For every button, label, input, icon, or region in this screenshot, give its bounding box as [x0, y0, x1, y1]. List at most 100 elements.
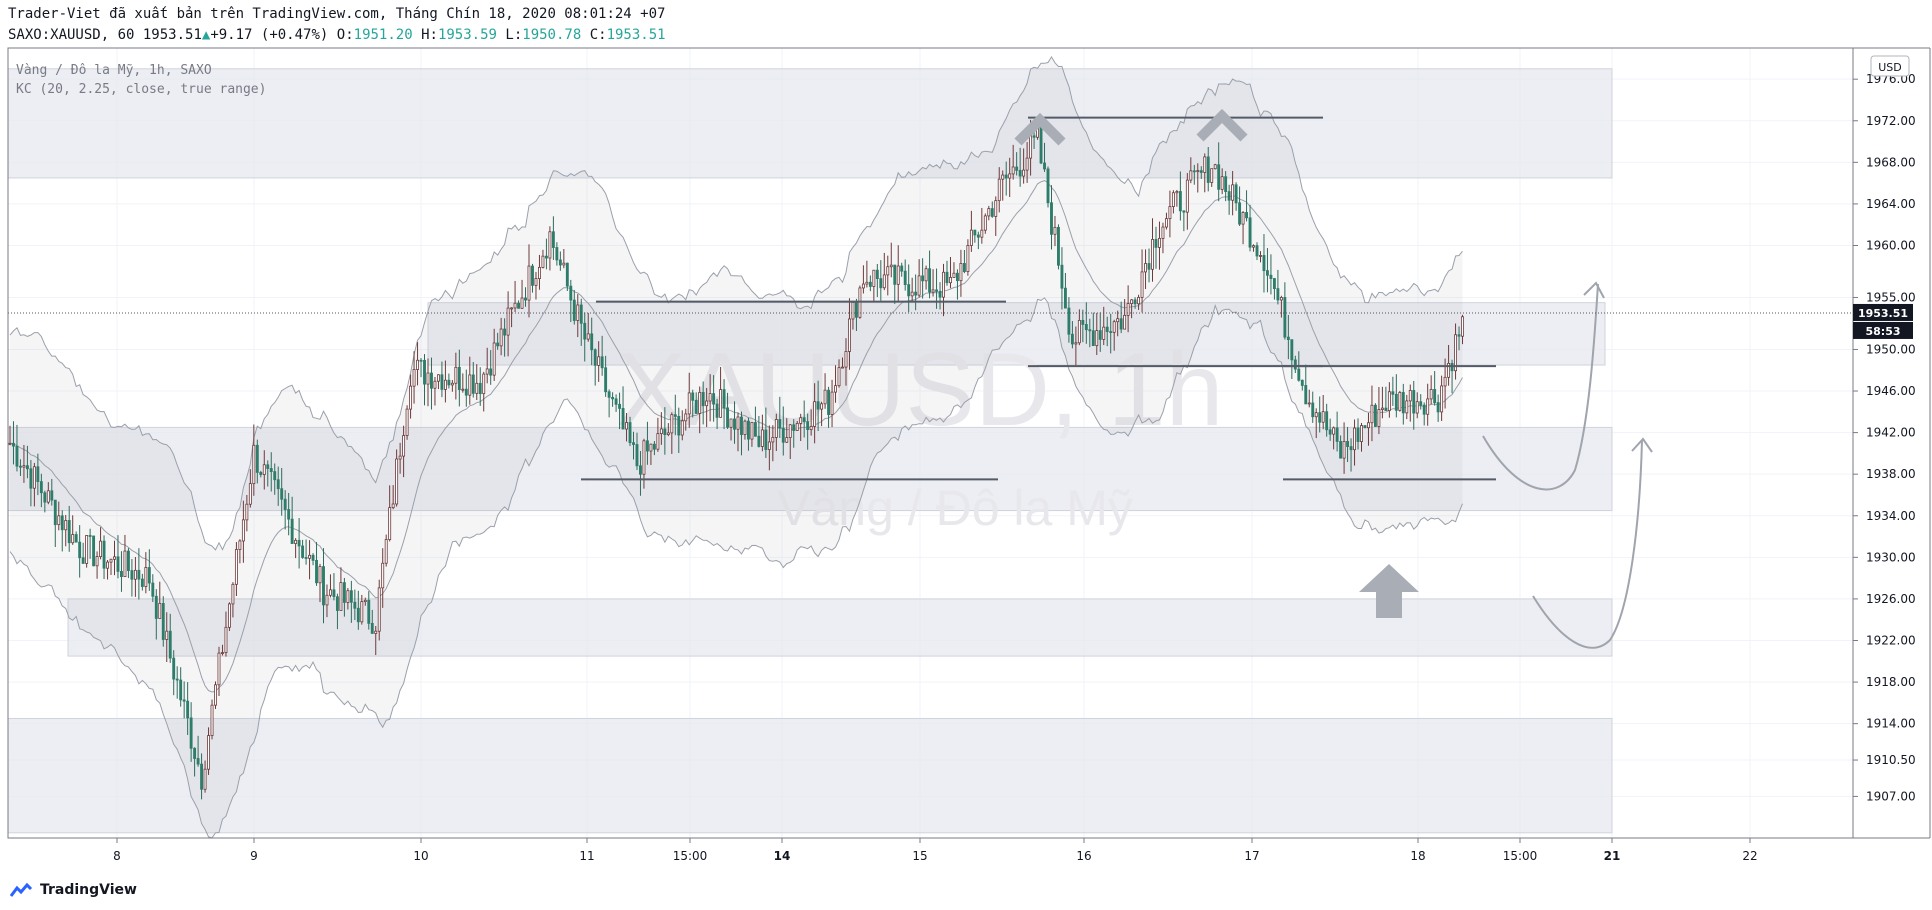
symbol-label[interactable]: SAXO:XAUUSD, 60: [8, 27, 135, 43]
candle-body: [907, 284, 911, 297]
candle-body: [423, 359, 426, 385]
candle-body: [586, 333, 590, 340]
candle-body: [698, 392, 702, 414]
candle-body: [426, 372, 430, 385]
candle-body: [1342, 441, 1346, 459]
candle-body: [443, 379, 447, 390]
candle-body: [489, 368, 493, 376]
candle-body: [161, 603, 165, 640]
currency-button[interactable]: [1870, 55, 1910, 77]
candle-body: [391, 503, 395, 509]
candle-body: [1269, 274, 1273, 279]
candle-body: [1238, 202, 1242, 225]
candle-body: [1018, 169, 1022, 177]
candle-body: [398, 455, 402, 460]
candle-body: [785, 437, 789, 443]
candle-body: [318, 566, 322, 584]
candle-body: [1419, 401, 1423, 406]
candle-body: [1461, 316, 1464, 337]
candle-body: [29, 468, 33, 489]
candle-body: [572, 299, 576, 321]
candle-body: [1325, 411, 1329, 431]
candle-body: [109, 558, 113, 563]
x-tick-label: 14: [774, 849, 791, 863]
candle-body: [262, 464, 266, 475]
candle-body: [590, 333, 594, 351]
candle-body: [440, 374, 444, 390]
candle-body: [956, 272, 959, 282]
candle-body: [517, 302, 521, 309]
candle-body: [1171, 192, 1175, 207]
candle-body: [492, 342, 496, 376]
candle-body: [753, 422, 757, 437]
candle-body: [231, 583, 235, 605]
candle-body: [370, 622, 374, 634]
candle-body: [1164, 218, 1168, 228]
tradingview-logo[interactable]: TradingView: [8, 880, 137, 900]
y-tick-label: 1910.50: [1866, 753, 1916, 767]
candle-body: [133, 569, 137, 580]
candle-body: [538, 266, 541, 279]
candle-body: [301, 545, 305, 558]
candle-body: [217, 652, 221, 686]
candle-body: [1353, 427, 1356, 451]
candle-body: [496, 342, 500, 347]
candle-body: [558, 259, 562, 266]
candle-body: [1213, 164, 1217, 170]
candle-body: [116, 556, 120, 572]
y-tick-label: 1934.00: [1866, 509, 1916, 523]
candle-body: [813, 401, 817, 427]
candle-body: [92, 535, 96, 567]
candle-body: [1112, 321, 1116, 333]
candle-body: [983, 215, 987, 231]
zone: [67, 598, 1613, 657]
candle-body: [1151, 239, 1154, 270]
candle-body: [322, 566, 325, 606]
candle-body: [384, 539, 388, 564]
candle-body: [1025, 157, 1029, 171]
candle-body: [795, 422, 799, 431]
candle-body: [924, 268, 928, 282]
candle-body: [499, 328, 503, 347]
candle-body: [15, 445, 19, 467]
candle-body: [865, 281, 869, 285]
candle-body: [1046, 168, 1050, 204]
candle-body: [1098, 330, 1102, 340]
candle-body: [1137, 297, 1141, 305]
candle-body: [917, 275, 921, 296]
candle-body: [757, 435, 761, 447]
candle-body: [221, 652, 224, 654]
candle-body: [823, 389, 827, 405]
candle-body: [25, 465, 29, 470]
candle-body: [806, 421, 810, 431]
candle-body: [893, 264, 897, 285]
candle-body: [1196, 170, 1200, 173]
candle-body: [1252, 245, 1255, 248]
candle-body: [1370, 404, 1374, 424]
candle-body: [1405, 400, 1409, 414]
candle-body: [1293, 359, 1297, 370]
candle-body: [1408, 390, 1412, 402]
candle-body: [238, 540, 242, 550]
candle-body: [1245, 212, 1248, 219]
candle-body: [694, 399, 698, 414]
x-tick-label: 15: [912, 849, 927, 863]
candle-body: [618, 403, 622, 409]
candle-body: [1203, 156, 1207, 173]
candle-body: [677, 415, 681, 436]
candle-body: [882, 274, 886, 289]
candle-body: [1029, 135, 1033, 159]
candle-body: [36, 466, 40, 483]
candle-body: [88, 535, 92, 537]
candle-body: [1339, 441, 1343, 459]
currency-button-label: USD: [1878, 61, 1902, 74]
candle-body: [802, 417, 806, 423]
candle-body: [962, 263, 966, 273]
candle-body: [562, 262, 566, 266]
price-chart[interactable]: XAUUSD, 1h Vàng / Đô la Mỹ 1976.001972.0…: [0, 0, 1932, 875]
candle-body: [740, 416, 743, 435]
candle-body: [621, 408, 625, 430]
candle-body: [788, 424, 792, 438]
candle-body: [154, 595, 158, 619]
x-tick-label: 11: [579, 849, 594, 863]
